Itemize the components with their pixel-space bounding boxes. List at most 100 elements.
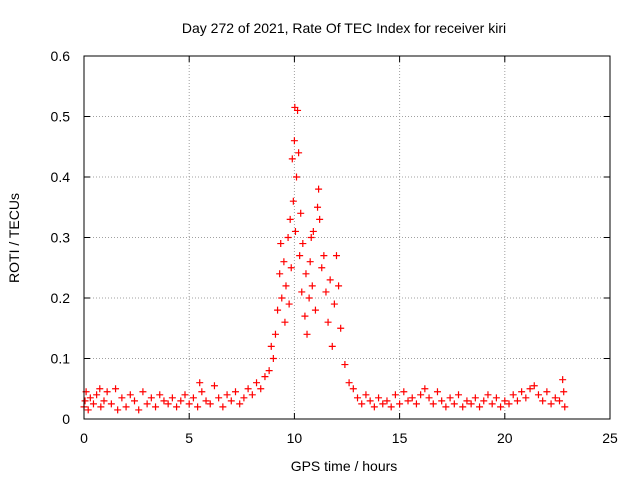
data-point [305,294,313,302]
data-point [332,252,340,260]
data-point [349,385,357,393]
data-point [547,400,555,408]
data-point [194,403,202,411]
data-point [488,400,496,408]
data-point [227,397,235,405]
data-point [96,385,104,393]
x-tick-label: 25 [602,430,618,446]
data-point [471,394,479,402]
data-point [240,394,248,402]
y-tick-label: 0.6 [51,48,71,64]
data-point [294,106,302,114]
data-point [81,397,89,405]
data-point [366,397,374,405]
y-tick-label: 0 [62,411,70,427]
data-point [185,400,193,408]
data-point [236,400,244,408]
data-point [315,185,323,193]
x-tick-label: 10 [287,430,303,446]
data-point [539,397,547,405]
data-point [289,197,297,205]
data-point [476,403,484,411]
data-point [417,391,425,399]
data-point [404,397,412,405]
data-point [295,149,303,157]
data-point [271,330,279,338]
data-point [164,400,172,408]
data-point [277,240,285,248]
data-point [290,137,298,145]
data-point [126,391,134,399]
x-axis-label: GPS time / hours [291,458,398,474]
data-point [301,312,309,320]
data-point [291,227,299,235]
data-point [267,342,275,350]
data-point [450,400,458,408]
data-point [513,397,521,405]
data-point [322,288,330,296]
data-point [459,403,467,411]
data-point [518,388,526,396]
data-point [314,203,322,211]
y-axis-label: ROTI / TECUs [6,193,22,283]
data-points [80,103,569,414]
data-point [446,394,454,402]
data-point [261,373,269,381]
data-point [354,394,362,402]
data-point [244,385,252,393]
data-point [379,400,387,408]
data-point [543,388,551,396]
data-point [296,252,304,260]
data-point [328,342,336,350]
data-point [526,385,534,393]
data-point [223,391,231,399]
data-point [181,391,189,399]
data-point [560,388,568,396]
data-point [534,391,542,399]
data-point [442,403,450,411]
data-point [484,391,492,399]
data-point [335,282,343,290]
data-point [358,400,366,408]
data-point [320,252,328,260]
data-point [303,330,311,338]
data-point [375,394,383,402]
data-point [219,403,227,411]
data-point [86,394,94,402]
axes: 0 5 10 15 20 25 0 0.1 0.2 0.3 0.4 0.5 0.6 [51,48,618,446]
data-point [509,391,517,399]
data-point [265,367,273,375]
data-point [206,400,214,408]
data-point [173,403,181,411]
data-point [522,394,530,402]
data-point [492,394,500,402]
data-point [309,227,317,235]
data-point [345,379,353,387]
data-point [455,391,463,399]
data-point [89,400,97,408]
data-point [467,400,475,408]
data-point [505,400,513,408]
data-point [299,240,307,248]
data-point [297,209,305,217]
data-point [100,397,108,405]
data-point [429,400,437,408]
data-point [396,400,404,408]
data-point [107,400,115,408]
data-point [139,388,147,396]
data-point [425,394,433,402]
data-point [210,382,218,390]
data-point [341,361,349,369]
data-point [287,264,295,272]
data-point [135,406,143,414]
data-point [326,276,334,284]
data-point [302,270,310,278]
data-point [278,294,286,302]
data-point [480,397,488,405]
data-point [118,394,126,402]
x-tick-label: 5 [185,430,193,446]
data-point [280,258,288,266]
data-point [370,403,378,411]
